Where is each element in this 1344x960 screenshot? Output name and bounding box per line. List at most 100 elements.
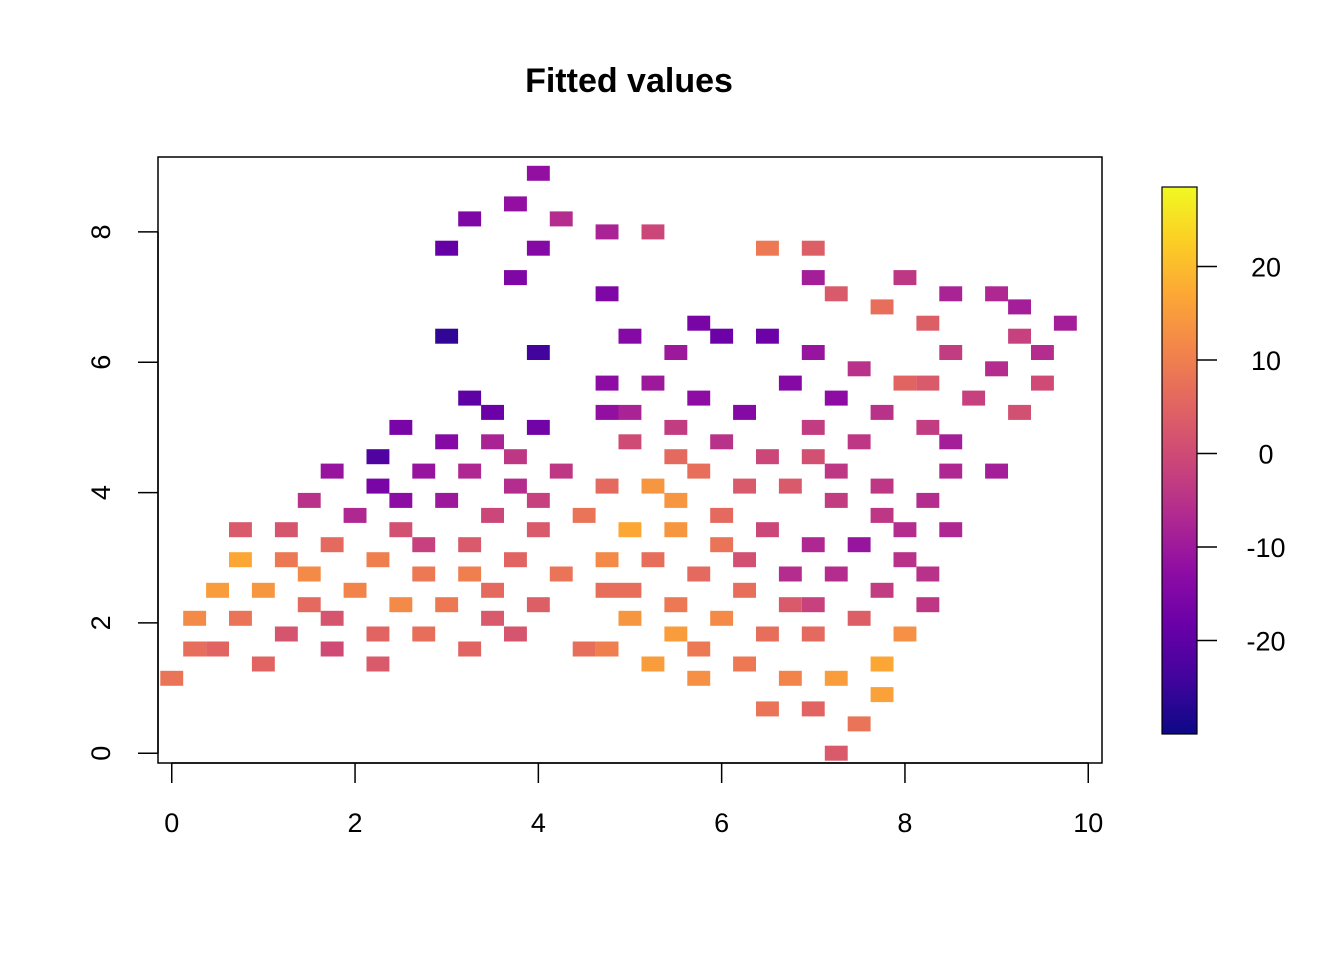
heatmap-cell xyxy=(778,597,802,613)
heatmap-cell xyxy=(687,566,711,582)
heatmap-cell xyxy=(801,419,825,435)
colorbar-tick-label: 10 xyxy=(1251,346,1281,376)
heatmap-cell xyxy=(435,328,459,344)
heatmap-cell xyxy=(618,404,642,420)
heatmap-cell xyxy=(297,492,321,508)
y-tick-label: 4 xyxy=(86,485,116,500)
heatmap-cell xyxy=(664,597,688,613)
x-axis: 0 2 4 6 8 10 xyxy=(164,762,1103,838)
x-tick-label: 10 xyxy=(1073,808,1103,838)
heatmap-cell xyxy=(916,597,940,613)
heatmap-cell xyxy=(274,626,298,642)
heatmap-cell xyxy=(458,211,482,227)
heatmap-cell xyxy=(595,641,619,657)
heatmap-cell xyxy=(824,566,848,582)
heatmap-cell xyxy=(412,566,436,582)
heatmap-cell xyxy=(549,566,573,582)
heatmap-cell xyxy=(916,419,940,435)
heatmap-cell xyxy=(847,610,871,626)
heatmap-cell xyxy=(320,641,344,657)
heatmap-cell xyxy=(595,286,619,302)
heatmap-cell xyxy=(733,478,756,494)
heatmap-cell xyxy=(229,522,252,538)
heatmap-cell xyxy=(481,610,504,626)
heatmap-cell xyxy=(206,641,229,657)
heatmap-cell xyxy=(320,537,344,553)
heatmap-cell xyxy=(710,507,734,523)
heatmap-cell xyxy=(801,701,825,717)
heatmap-cell xyxy=(343,507,367,523)
heatmap-cell xyxy=(824,745,848,761)
heatmap-cell xyxy=(893,375,917,391)
heatmap-cell xyxy=(183,610,207,626)
chart-title: Fitted values xyxy=(525,62,733,100)
heatmap-cell xyxy=(939,286,963,302)
colorbar-tick-label: 20 xyxy=(1251,252,1281,282)
heatmap-cell xyxy=(916,315,940,331)
heatmap-cell xyxy=(389,492,413,508)
heatmap-cell xyxy=(458,537,482,553)
heatmap-cell xyxy=(504,626,527,642)
heatmap-cell xyxy=(458,566,482,582)
heatmap-cell xyxy=(595,404,619,420)
heatmap-cell xyxy=(412,626,436,642)
heatmap-cell xyxy=(320,610,344,626)
heatmap-cell xyxy=(916,566,940,582)
heatmap-cell xyxy=(962,390,986,406)
heatmap-cell xyxy=(595,224,619,240)
heatmap-cell xyxy=(733,582,756,598)
heatmap-cell xyxy=(595,582,619,598)
heatmap-cell xyxy=(274,522,298,538)
heatmap-cell xyxy=(847,361,871,377)
heatmap-cell xyxy=(824,390,848,406)
heatmap-cell xyxy=(1053,315,1077,331)
heatmap-cell xyxy=(572,641,596,657)
heatmap-cell xyxy=(870,656,894,672)
heatmap-cell xyxy=(595,552,619,568)
heatmap-cell xyxy=(435,597,459,613)
x-tick-label: 0 xyxy=(164,808,179,838)
heatmap-cell xyxy=(893,552,917,568)
heatmap-cell xyxy=(916,375,940,391)
heatmap-cell xyxy=(320,463,344,479)
heatmap-cell xyxy=(778,670,802,686)
heatmap-cell xyxy=(366,656,390,672)
heatmap-cell xyxy=(870,299,894,315)
heatmap-cell xyxy=(504,270,527,286)
heatmap-cell xyxy=(710,537,734,553)
heatmap-cell xyxy=(801,270,825,286)
heatmap-cell xyxy=(641,656,665,672)
colorbar xyxy=(1161,186,1198,735)
heatmap-cell xyxy=(756,701,779,717)
heatmap-cell xyxy=(756,522,779,538)
heatmap-cell xyxy=(618,610,642,626)
heatmap-cell xyxy=(1008,328,1031,344)
heatmap-cell xyxy=(183,641,207,657)
heatmap-cell xyxy=(618,434,642,450)
heatmap-cell xyxy=(756,449,779,465)
heatmap-cell xyxy=(389,419,413,435)
plot-frame xyxy=(157,156,1103,764)
heatmap-cell xyxy=(435,492,459,508)
heatmap-cell xyxy=(870,687,894,703)
heatmap-cells xyxy=(160,165,1077,761)
heatmap-cell xyxy=(824,492,848,508)
heatmap-cell xyxy=(939,522,963,538)
heatmap-cell xyxy=(985,463,1008,479)
heatmap-cell xyxy=(893,522,917,538)
colorbar-axis: 20 10 0 -10 -20 xyxy=(1197,252,1286,656)
heatmap-cell xyxy=(801,449,825,465)
heatmap-cell xyxy=(1031,375,1054,391)
heatmap-cell xyxy=(389,597,413,613)
heatmap-cell xyxy=(1031,345,1054,360)
heatmap-cell xyxy=(870,478,894,494)
heatmap-cell xyxy=(274,552,298,568)
heatmap-cell xyxy=(641,478,665,494)
heatmap-cell xyxy=(526,597,550,613)
heatmap-cell xyxy=(687,315,711,331)
heatmap-cell xyxy=(595,375,619,391)
heatmap-cell xyxy=(687,390,711,406)
heatmap-cell xyxy=(343,582,367,598)
x-tick-label: 2 xyxy=(348,808,363,838)
heatmap-cell xyxy=(618,328,642,344)
